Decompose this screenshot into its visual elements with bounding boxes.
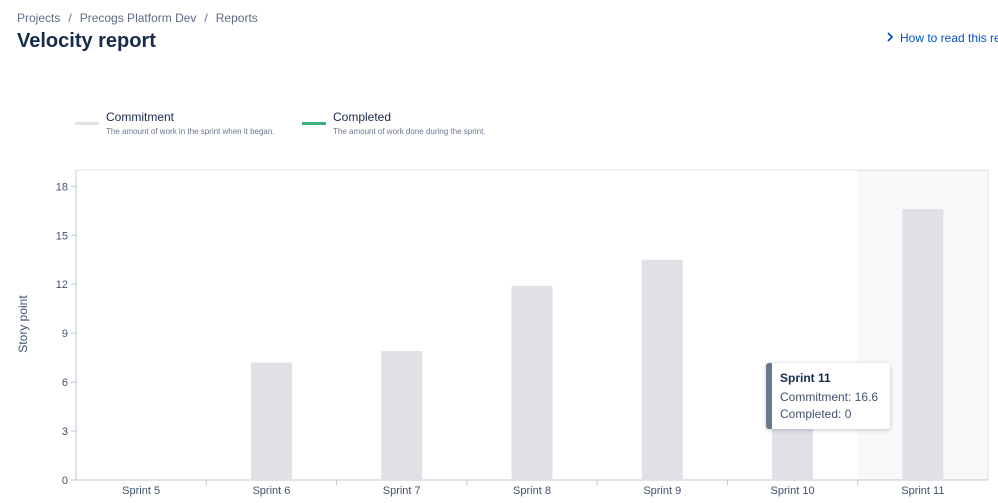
legend-commitment-swatch <box>75 122 99 125</box>
page-title: Velocity report <box>17 30 156 52</box>
y-tick-label: 6 <box>62 377 68 389</box>
breadcrumb-project[interactable]: Precogs Platform Dev <box>79 11 197 25</box>
y-tick-label: 18 <box>56 181 68 193</box>
x-tick-label: Sprint 5 <box>122 485 160 497</box>
bar-commitment-sprint-8 <box>511 285 553 480</box>
tooltip-completed: Completed: 0 <box>780 407 852 421</box>
bar-commitment-sprint-11 <box>902 209 944 480</box>
tooltip-title: Sprint 11 <box>780 371 831 385</box>
legend-commitment-description: The amount of work in the sprint when it… <box>106 127 275 136</box>
chart-tooltip: Sprint 11 Commitment: 16.6 Completed: 0 <box>766 363 890 429</box>
legend-completed-title: Completed <box>333 110 392 124</box>
breadcrumb-separator: / <box>204 11 208 25</box>
x-tick-label: Sprint 6 <box>252 485 290 497</box>
legend-completed-description: The amount of work done during the sprin… <box>333 127 486 136</box>
bar-commitment-sprint-6 <box>250 362 292 480</box>
breadcrumb-projects[interactable]: Projects <box>17 11 61 25</box>
how-to-read-label: How to read this re <box>900 31 998 45</box>
bar-commitment-sprint-9 <box>641 259 683 480</box>
legend-commitment-title: Commitment <box>106 110 175 124</box>
y-tick-label: 12 <box>56 279 68 291</box>
bar-commitment-sprint-7 <box>381 351 423 480</box>
x-tick-label: Sprint 8 <box>513 485 551 497</box>
y-tick-label: 3 <box>62 426 68 438</box>
tooltip-accent <box>766 363 772 429</box>
chevron-right-icon <box>886 31 896 45</box>
x-tick-label: Sprint 9 <box>643 485 681 497</box>
legend-completed-swatch <box>302 122 326 125</box>
how-to-read-link[interactable]: How to read this re <box>886 31 998 45</box>
breadcrumb-reports[interactable]: Reports <box>215 11 258 25</box>
y-tick-label: 9 <box>62 328 68 340</box>
y-tick-label: 15 <box>56 230 68 242</box>
tooltip-commitment: Commitment: 16.6 <box>780 390 879 404</box>
x-tick-label: Sprint 10 <box>771 485 815 497</box>
breadcrumb: Projects / Precogs Platform Dev / Reports <box>17 11 258 25</box>
breadcrumb-separator: / <box>68 11 72 25</box>
x-tick-label: Sprint 11 <box>901 485 944 497</box>
y-tick-label: 0 <box>62 475 68 487</box>
x-tick-label: Sprint 7 <box>383 485 421 497</box>
